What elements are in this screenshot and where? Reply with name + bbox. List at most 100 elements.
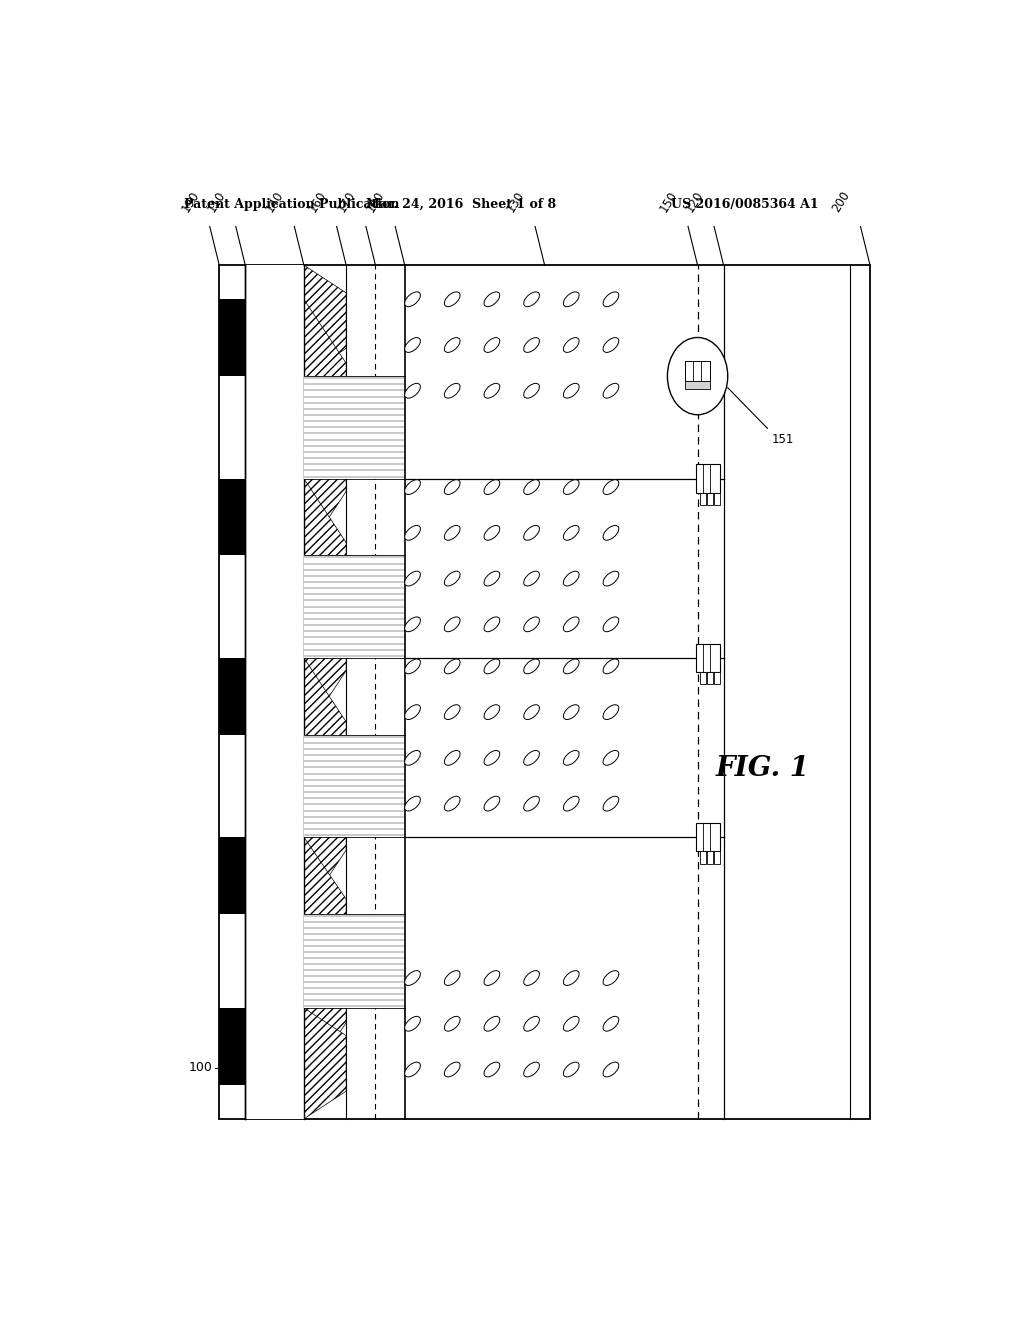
Ellipse shape <box>484 383 500 399</box>
Ellipse shape <box>523 383 540 399</box>
Ellipse shape <box>603 796 618 810</box>
Ellipse shape <box>404 383 421 399</box>
Ellipse shape <box>603 616 618 632</box>
Text: Patent Application Publication: Patent Application Publication <box>183 198 399 211</box>
Text: 151: 151 <box>771 433 794 446</box>
Ellipse shape <box>444 572 460 586</box>
Ellipse shape <box>523 1063 540 1077</box>
Bar <box>699 492 706 506</box>
Text: US 2016/0085364 A1: US 2016/0085364 A1 <box>671 198 818 211</box>
Ellipse shape <box>563 292 580 306</box>
Ellipse shape <box>563 705 580 719</box>
Bar <box>685 360 711 381</box>
Text: 100: 100 <box>189 1061 213 1074</box>
Ellipse shape <box>484 338 500 352</box>
Ellipse shape <box>603 1016 618 1031</box>
Ellipse shape <box>484 616 500 632</box>
Ellipse shape <box>484 525 500 540</box>
Bar <box>696 465 720 492</box>
Text: Mar. 24, 2016  Sheet 1 of 8: Mar. 24, 2016 Sheet 1 of 8 <box>367 198 556 211</box>
Ellipse shape <box>484 1063 500 1077</box>
Text: 110: 110 <box>205 189 227 214</box>
Bar <box>219 657 246 735</box>
Ellipse shape <box>563 479 580 495</box>
Ellipse shape <box>484 970 500 986</box>
Text: 180: 180 <box>365 189 387 214</box>
Bar <box>219 1008 246 1085</box>
Ellipse shape <box>404 751 421 766</box>
Text: 160: 160 <box>306 189 329 214</box>
Ellipse shape <box>484 479 500 495</box>
Ellipse shape <box>563 616 580 632</box>
Polygon shape <box>304 479 346 735</box>
Ellipse shape <box>563 572 580 586</box>
Ellipse shape <box>484 796 500 810</box>
Text: 190: 190 <box>179 189 202 214</box>
Ellipse shape <box>603 751 618 766</box>
Ellipse shape <box>523 616 540 632</box>
Bar <box>304 376 404 479</box>
Ellipse shape <box>444 479 460 495</box>
Ellipse shape <box>404 705 421 719</box>
Ellipse shape <box>563 338 580 352</box>
Ellipse shape <box>563 659 580 673</box>
Bar <box>246 265 304 1119</box>
Bar <box>707 851 713 863</box>
Bar <box>699 672 706 684</box>
Ellipse shape <box>603 970 618 986</box>
Ellipse shape <box>603 292 618 306</box>
Bar <box>714 672 720 684</box>
Ellipse shape <box>523 659 540 673</box>
Bar <box>304 735 404 837</box>
Ellipse shape <box>563 1016 580 1031</box>
Ellipse shape <box>404 1016 421 1031</box>
Ellipse shape <box>444 970 460 986</box>
Ellipse shape <box>563 796 580 810</box>
Ellipse shape <box>444 1016 460 1031</box>
Text: 130: 130 <box>505 189 527 214</box>
Ellipse shape <box>404 616 421 632</box>
Ellipse shape <box>484 572 500 586</box>
Ellipse shape <box>563 970 580 986</box>
Ellipse shape <box>484 659 500 673</box>
Bar <box>685 381 711 389</box>
Text: 200: 200 <box>829 189 853 214</box>
Ellipse shape <box>603 338 618 352</box>
Ellipse shape <box>444 525 460 540</box>
Ellipse shape <box>603 1063 618 1077</box>
Ellipse shape <box>444 1063 460 1077</box>
Ellipse shape <box>523 796 540 810</box>
Bar <box>696 822 720 851</box>
Ellipse shape <box>444 338 460 352</box>
Bar <box>714 851 720 863</box>
Ellipse shape <box>603 659 618 673</box>
Ellipse shape <box>404 292 421 306</box>
Ellipse shape <box>404 525 421 540</box>
Ellipse shape <box>444 659 460 673</box>
Ellipse shape <box>404 659 421 673</box>
Text: 120: 120 <box>683 189 707 214</box>
Bar <box>219 479 246 556</box>
Text: 150: 150 <box>657 189 680 214</box>
Ellipse shape <box>404 970 421 986</box>
Ellipse shape <box>404 338 421 352</box>
Ellipse shape <box>523 479 540 495</box>
Ellipse shape <box>404 479 421 495</box>
Ellipse shape <box>523 338 540 352</box>
Ellipse shape <box>444 292 460 306</box>
Ellipse shape <box>523 292 540 306</box>
Ellipse shape <box>603 572 618 586</box>
Ellipse shape <box>523 1016 540 1031</box>
Bar <box>304 913 404 1008</box>
Ellipse shape <box>603 525 618 540</box>
Polygon shape <box>304 1008 346 1119</box>
Ellipse shape <box>444 705 460 719</box>
Ellipse shape <box>484 705 500 719</box>
Ellipse shape <box>523 572 540 586</box>
Bar <box>304 556 404 657</box>
Ellipse shape <box>404 1063 421 1077</box>
Text: 170: 170 <box>335 189 358 214</box>
Bar <box>219 837 246 913</box>
Bar <box>219 265 870 1119</box>
Ellipse shape <box>603 383 618 399</box>
